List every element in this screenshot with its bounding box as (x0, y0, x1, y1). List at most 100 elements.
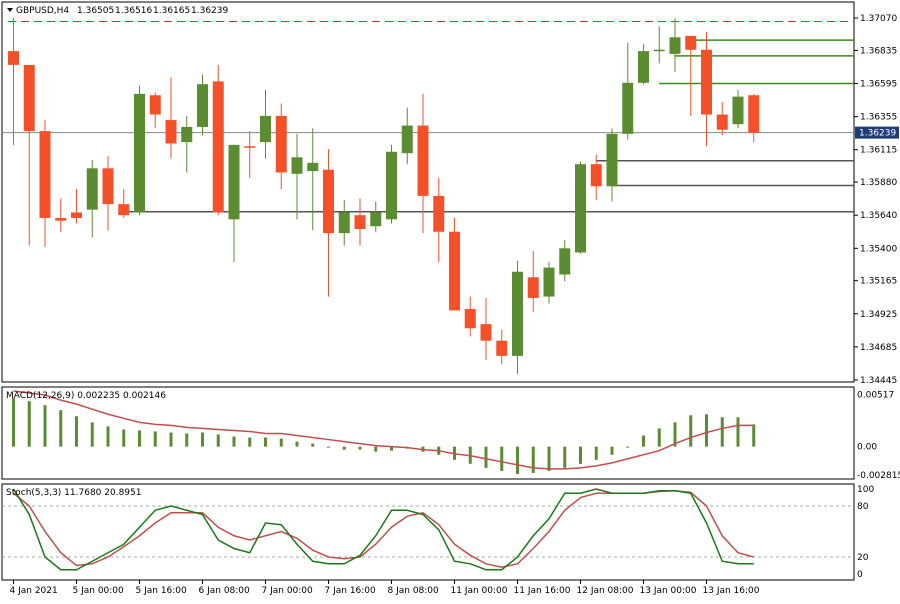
price-tick-label: 1.34685 (860, 343, 897, 353)
ohlc-close: 1.36239 (191, 6, 228, 16)
price-tick-label: 1.34445 (860, 376, 897, 386)
time-tick-label: 13 Jan 16:00 (703, 586, 760, 596)
price-tick-label: 1.35640 (860, 211, 897, 221)
candle-bear (165, 120, 177, 144)
stoch-main-line (12, 488, 754, 571)
candle-bear (590, 164, 602, 187)
macd-histogram-bar (484, 446, 488, 468)
macd-histogram-bar (264, 437, 267, 447)
stochastic-indicator: 100 80 20 0 (2, 485, 874, 580)
candle-bull (260, 115, 271, 143)
candle-bear (39, 131, 51, 218)
current-price-label: 1.36239 (859, 129, 896, 139)
macd-histogram-bar (311, 443, 315, 447)
candle-bull (386, 151, 397, 220)
candle-bear (748, 95, 760, 133)
macd-tick-label: -0.002815 (857, 471, 900, 481)
macd-histogram-bar (153, 431, 157, 447)
symbol-header[interactable]: GBPUSD,H4 1.36505 1.36516 1.36165 1.3623… (7, 6, 228, 16)
candle-bull (291, 157, 303, 174)
time-tick-label: 7 Jan 00:00 (262, 586, 314, 596)
candle-bull (181, 126, 193, 143)
candle-bear (354, 215, 366, 229)
candle-bull (638, 51, 649, 83)
candle-bull (338, 212, 350, 234)
candle-bear (480, 324, 492, 341)
macd-histogram-bar (59, 410, 63, 447)
ohlc-low: 1.36165 (153, 6, 190, 16)
candle-bear (716, 114, 728, 130)
time-tick-label: 8 Jan 08:00 (388, 586, 440, 596)
candle-bear (149, 95, 161, 115)
macd-histogram-bar (563, 446, 567, 468)
stoch-label: Stoch(5,3,3) 11.7680 20.8951 (6, 488, 141, 498)
chevron-down-icon[interactable] (7, 8, 13, 12)
price-tick-label: 1.35880 (860, 178, 897, 188)
macd-histogram-bar (201, 432, 204, 447)
time-tick-label: 5 Jan 16:00 (136, 586, 188, 596)
macd-pane-frame (1, 386, 855, 480)
macd-histogram-bar (327, 446, 330, 448)
candle-bull (134, 93, 145, 213)
macd-histogram-bar (752, 424, 756, 447)
candle-bull (669, 37, 681, 54)
candle-bull (559, 248, 571, 275)
macd-histogram-bar (720, 417, 724, 447)
macd-histogram-bar (358, 446, 362, 450)
macd-histogram-bar (185, 433, 189, 447)
macd-histogram-bar (138, 430, 141, 447)
price-tick-label: 1.34925 (860, 310, 897, 320)
macd-histogram-bar (75, 416, 78, 447)
macd-histogram-bar (673, 422, 677, 447)
macd-histogram-bar (232, 436, 236, 447)
price-tick-label: 1.35165 (860, 277, 897, 287)
candle-bull (512, 271, 523, 356)
macd-histogram-bar (12, 398, 15, 447)
price-tick-label: 1.36115 (860, 146, 897, 156)
stoch-tick-label: 80 (857, 502, 869, 512)
candle-bull (575, 164, 586, 253)
time-tick-label: 11 Jan 00:00 (451, 586, 508, 596)
price-axis: 1.37070 1.36835 1.36595 1.36355 1.36115 1.358… (854, 14, 899, 386)
candle-bull (370, 212, 382, 227)
price-tick-label: 1.36835 (860, 46, 897, 56)
candle-bear (8, 51, 19, 65)
macd-histogram-bar (689, 415, 693, 447)
macd-histogram-bar (516, 446, 519, 474)
price-tick-label: 1.37070 (860, 14, 897, 24)
macd-histogram-bar (169, 432, 173, 447)
macd-histogram-bar (216, 434, 220, 447)
price-tick-label: 1.36355 (860, 113, 897, 123)
price-tick-label: 1.35400 (860, 244, 897, 254)
macd-histogram-bar (390, 446, 393, 451)
stoch-pane-frame (1, 483, 855, 581)
candle-bear (102, 168, 114, 205)
time-tick-label: 6 Jan 08:00 (199, 586, 251, 596)
macd-histogram-bar (642, 435, 645, 447)
time-tick-label: 13 Jan 00:00 (640, 586, 697, 596)
current-price-tag (855, 126, 899, 139)
candle-bull (653, 49, 665, 52)
macd-histogram-bar (657, 428, 661, 447)
time-axis: 4 Jan 2021 5 Jan 00:00 5 Jan 16:00 6 Jan 08… (10, 580, 760, 596)
candlesticks (8, 18, 760, 374)
candle-bear (212, 81, 224, 213)
candle-bull (307, 162, 319, 172)
macd-histogram-bar (122, 429, 126, 447)
stoch-tick-label: 20 (857, 553, 869, 563)
candle-bear (55, 217, 67, 221)
macd-tick-label: 0.00517 (857, 390, 894, 400)
macd-histogram-bar (594, 446, 598, 460)
time-tick-label: 5 Jan 00:00 (73, 586, 125, 596)
macd-histogram-bar (279, 438, 283, 447)
macd-histogram-bar (626, 446, 630, 448)
ohlc-open: 1.36505 (77, 6, 114, 16)
candle-bear (496, 340, 508, 356)
macd-histogram-bar (736, 417, 740, 447)
macd-histogram-bar (342, 446, 346, 450)
candle-bull (86, 168, 98, 210)
macd-histogram-bar (90, 422, 94, 447)
candle-bear (275, 115, 287, 173)
